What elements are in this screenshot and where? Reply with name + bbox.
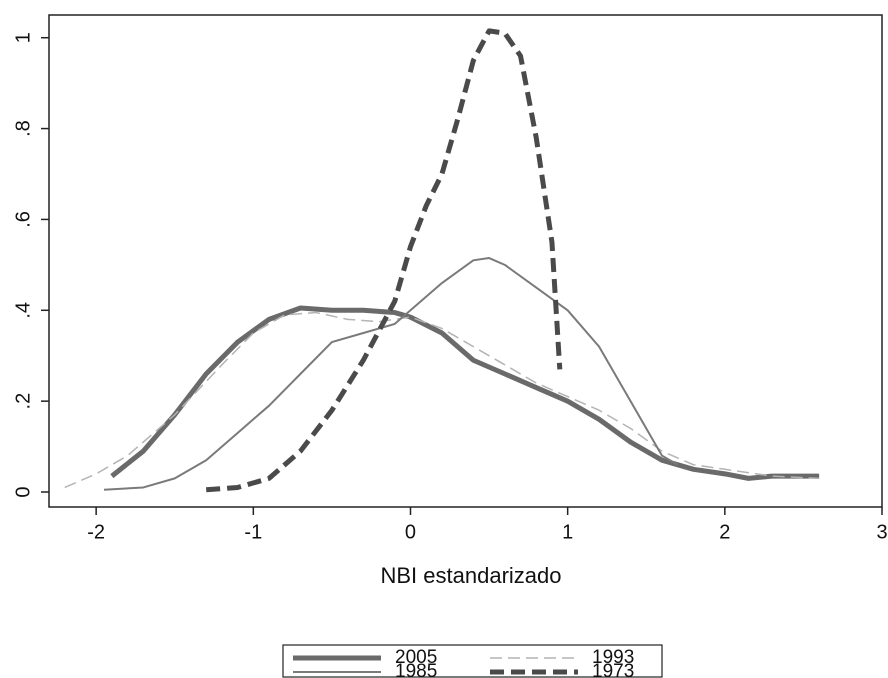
x-tick-label: -1 bbox=[244, 521, 262, 543]
y-tick-label: 1 bbox=[12, 32, 34, 43]
y-tick-label: .2 bbox=[12, 393, 34, 410]
x-tick-label: 1 bbox=[562, 521, 573, 543]
plot-frame bbox=[48, 14, 883, 508]
x-tick-label: 3 bbox=[876, 521, 887, 543]
x-axis-title: NBI estandarizado bbox=[381, 563, 562, 588]
y-tick-label: 0 bbox=[12, 486, 34, 497]
x-tick-label: 2 bbox=[719, 521, 730, 543]
y-tick-label: .4 bbox=[12, 302, 34, 319]
legend-label: 2005 bbox=[395, 647, 437, 668]
density-line bbox=[103, 257, 679, 491]
x-tick-label: 0 bbox=[405, 521, 416, 543]
density-line bbox=[64, 311, 820, 489]
x-tick-label: -2 bbox=[87, 521, 105, 543]
y-tick-label: .6 bbox=[12, 211, 34, 228]
density-line bbox=[205, 28, 563, 493]
density-line bbox=[110, 305, 820, 481]
legend-label: 1973 bbox=[592, 661, 634, 678]
legend-label: 1993 bbox=[592, 647, 634, 668]
y-tick-label: .8 bbox=[12, 120, 34, 137]
legend-label: 1985 bbox=[395, 661, 437, 678]
